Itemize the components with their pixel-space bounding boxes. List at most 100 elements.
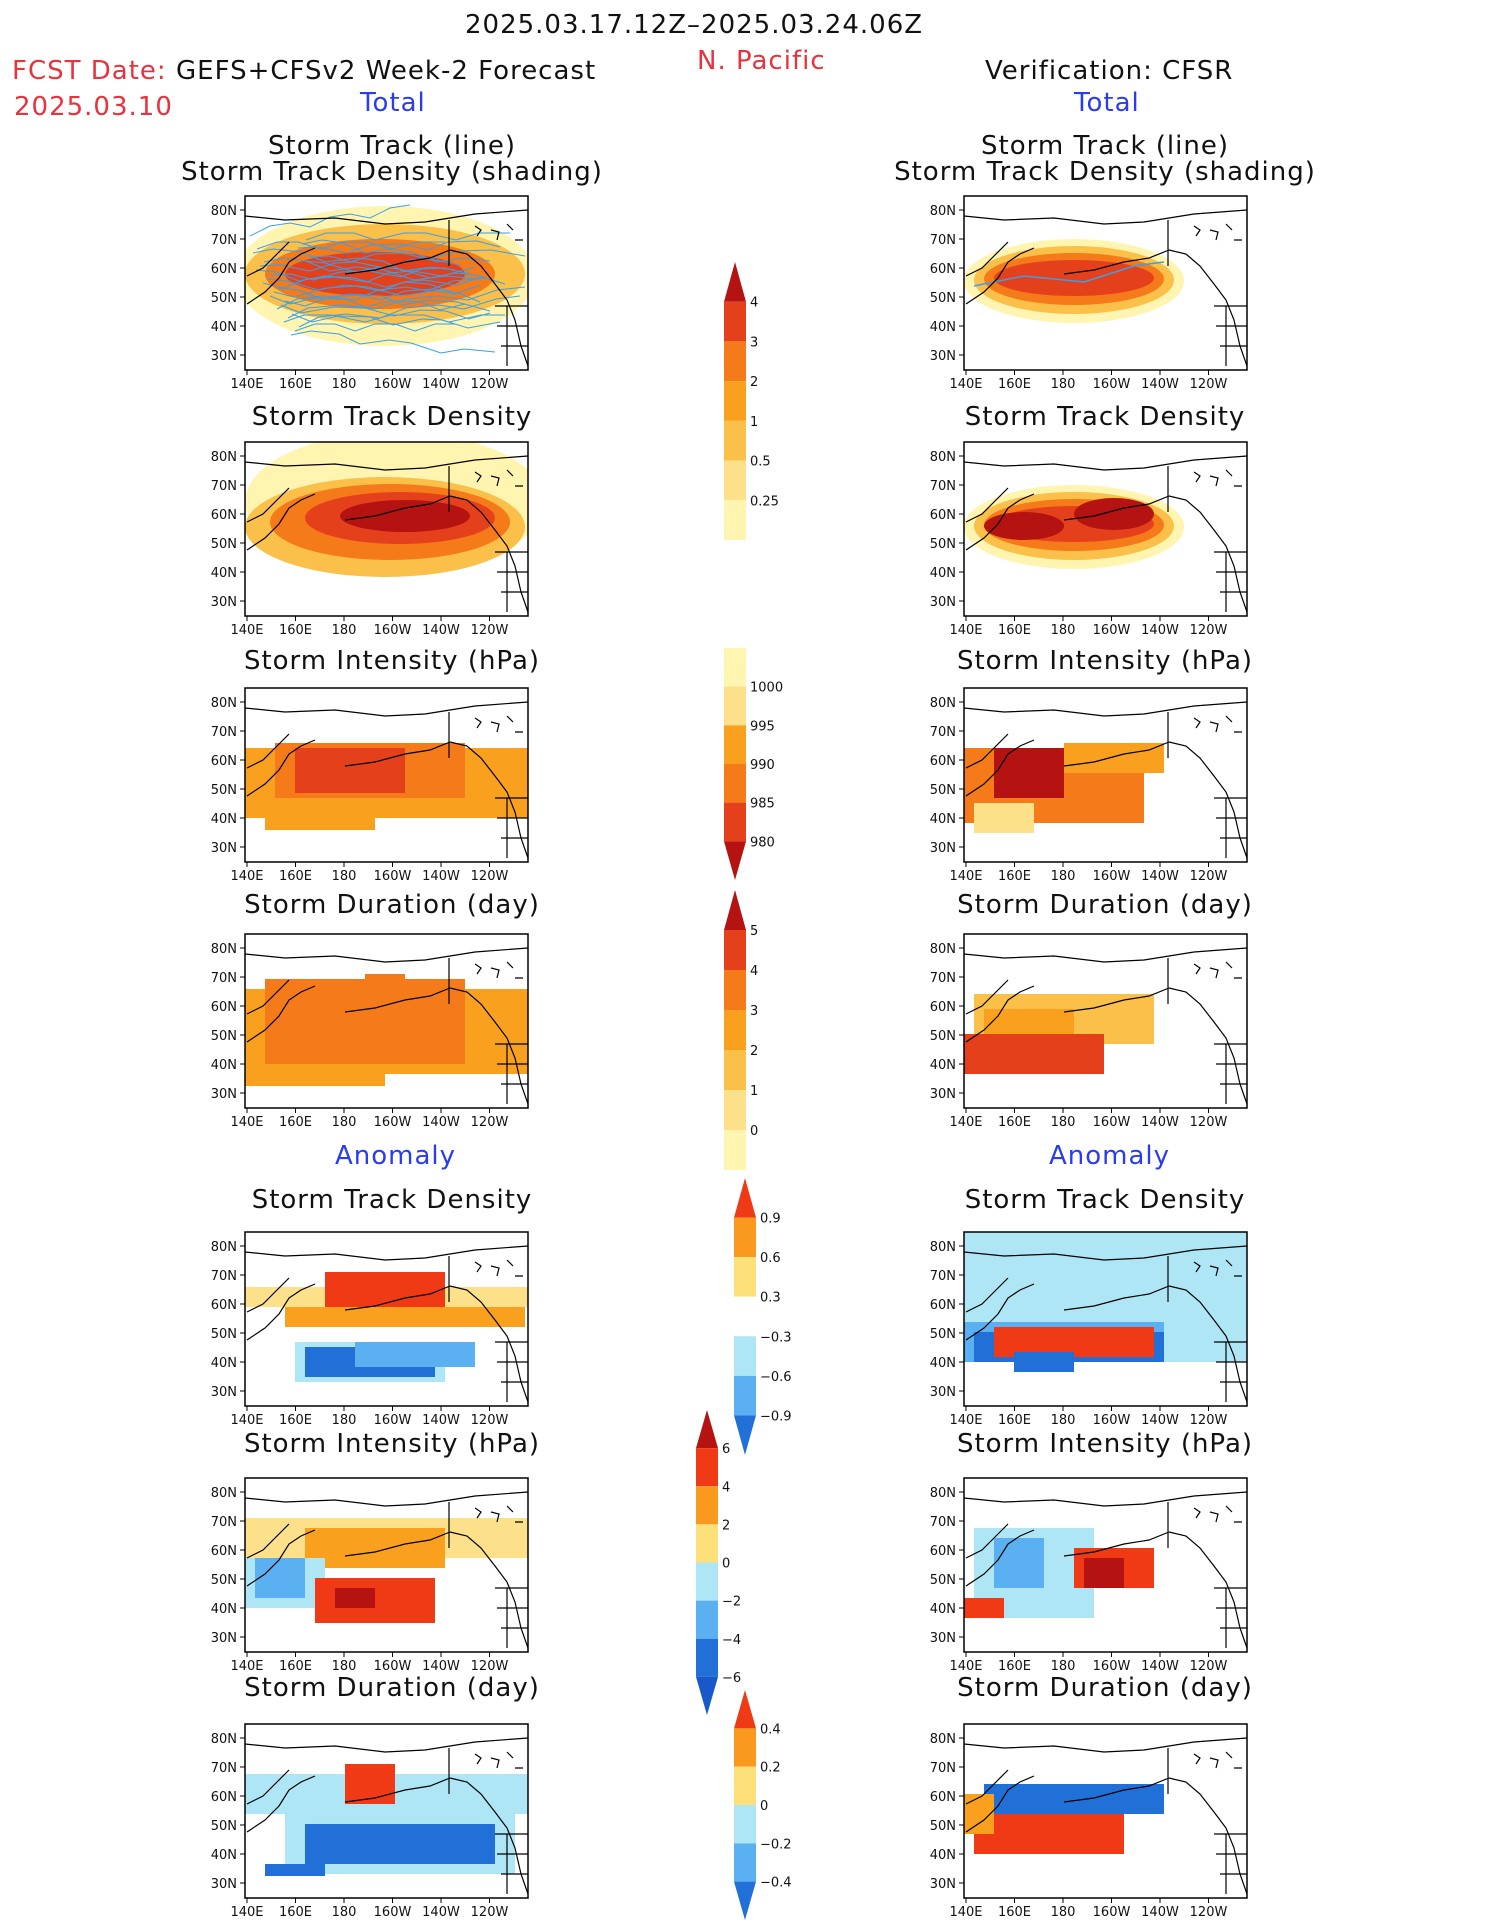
lat-tick-label: 60N [211,1000,237,1015]
map-content [964,455,1247,613]
coastline [965,487,1009,523]
lon-tick-label: 160E [279,1905,312,1920]
colorbar-segment [724,420,746,461]
map-panel: 140E 160E 180 160W 140W 120W 80N 70N 60N 50N 40N 30… [211,195,529,392]
colorbar-anom_density: 0.9 0.6 0.3 −0.3 −0.6 −0.9 [734,1178,792,1455]
colorbar-segment [724,648,746,687]
coastline [1214,1341,1247,1402]
title-duration-right: Storm Duration (day) [957,890,1253,920]
colorbar-label: 4 [722,1480,730,1495]
lon-tick-label: 140W [422,1413,460,1428]
lon-tick-label: 160E [279,377,312,392]
colorbar-segment [734,1375,756,1416]
lon-tick-label: 140E [949,1115,982,1130]
map-frame [244,1723,529,1899]
lat-tick-label: 40N [930,1848,956,1863]
coastline [1063,1777,1170,1803]
storm-track-line [277,287,491,312]
colorbar-label: −0.4 [760,1876,792,1891]
lon-tick-label: 140E [230,1115,263,1130]
colorbar-segment [724,1090,746,1130]
lat-tick-label: 50N [930,537,956,552]
coastline [245,1245,528,1261]
coastline [344,249,451,275]
colorbar-label: 2 [750,375,758,390]
coastline [246,1775,316,1833]
coastline [1063,987,1170,1013]
colorbar-segment [724,930,746,970]
shading-cell [305,1824,495,1864]
shading-cell [265,1864,325,1876]
lat-tick-label: 80N [211,1732,237,1747]
shading-cell [994,748,1064,798]
map-content [964,1232,1247,1403]
lon-tick-label: 160W [374,1115,412,1130]
lon-tick-label: 120W [471,1115,509,1130]
lat-tick-label: 60N [211,1790,237,1805]
map-content [964,1737,1247,1895]
colorbar-label: 0.6 [760,1251,781,1266]
lat-tick-label: 70N [211,1761,237,1776]
colorbar-segment [734,1415,756,1455]
coastline [246,1523,290,1559]
lon-tick-label: 140E [949,623,982,638]
title-track-line-left: Storm Track (line) [268,131,516,161]
shading-cell [305,1528,445,1568]
colorbar-segment [696,1410,718,1449]
lat-tick-label: 50N [211,1327,237,1342]
colorbar-label: 3 [750,1004,758,1019]
coastline [474,1259,523,1277]
coastline [246,487,290,523]
title-intensity-left: Storm Intensity (hPa) [243,646,541,676]
colorbar-segment [724,1010,746,1050]
colorbar-segment [734,1728,756,1767]
lat-tick-label: 50N [211,537,237,552]
coastline [965,241,1009,277]
colorbar-segment [734,1881,756,1920]
colorbar-segment [734,1690,756,1729]
lat-tick-label: 30N [930,1631,956,1646]
map-content [964,947,1247,1105]
fcst-source: GEFS+CFSv2 Week-2 Forecast [176,56,597,86]
coastline [246,493,316,551]
section-total-right: Total [1074,88,1140,118]
coastline [1063,495,1170,521]
shading-region [1074,498,1154,530]
lat-tick-label: 40N [211,320,237,335]
map-content [245,947,528,1105]
coastline [245,947,528,963]
colorbar-segment [696,1562,718,1601]
lat-tick-label: 50N [930,1819,956,1834]
coastline [495,551,528,612]
lat-tick-label: 40N [211,1356,237,1371]
colorbar-segment [724,262,746,302]
lon-tick-label: 180 [1051,623,1076,638]
title-track-line-right: Storm Track (line) [981,131,1229,161]
coastline [344,987,451,1013]
lon-tick-label: 120W [1190,623,1228,638]
lat-tick-label: 30N [211,841,237,856]
map-panel: 140E 160E 180 160W 140W 120W 80N 70N 60N 50N 40N 30… [930,1231,1248,1428]
lat-tick-label: 80N [930,1732,956,1747]
lat-tick-label: 80N [930,1486,956,1501]
lat-tick-label: 50N [211,1573,237,1588]
lat-tick-label: 80N [930,1240,956,1255]
coastline [1214,1833,1247,1894]
title-anom-density-left: Storm Track Density [251,1185,533,1215]
lon-tick-label: 140E [949,1659,982,1674]
title-anom-duration-right: Storm Duration (day) [957,1673,1253,1703]
storm-track-line [304,260,506,285]
lon-tick-label: 160E [998,869,1031,884]
coastline [1168,1531,1247,1649]
lon-tick-label: 140E [949,1413,982,1428]
storm-track-line [291,313,501,329]
map-panel: 140E 160E 180 160W 140W 120W 80N 70N 60N 50N 40N 30… [930,195,1248,392]
lon-tick-label: 140W [422,869,460,884]
coastline [246,1769,290,1805]
map-content [245,701,528,859]
lat-tick-label: 60N [930,1544,956,1559]
lon-tick-label: 120W [1190,377,1228,392]
colorbar-label: 0 [722,1557,730,1572]
coastline [965,1529,1035,1587]
colorbar-label: 1000 [750,681,783,696]
